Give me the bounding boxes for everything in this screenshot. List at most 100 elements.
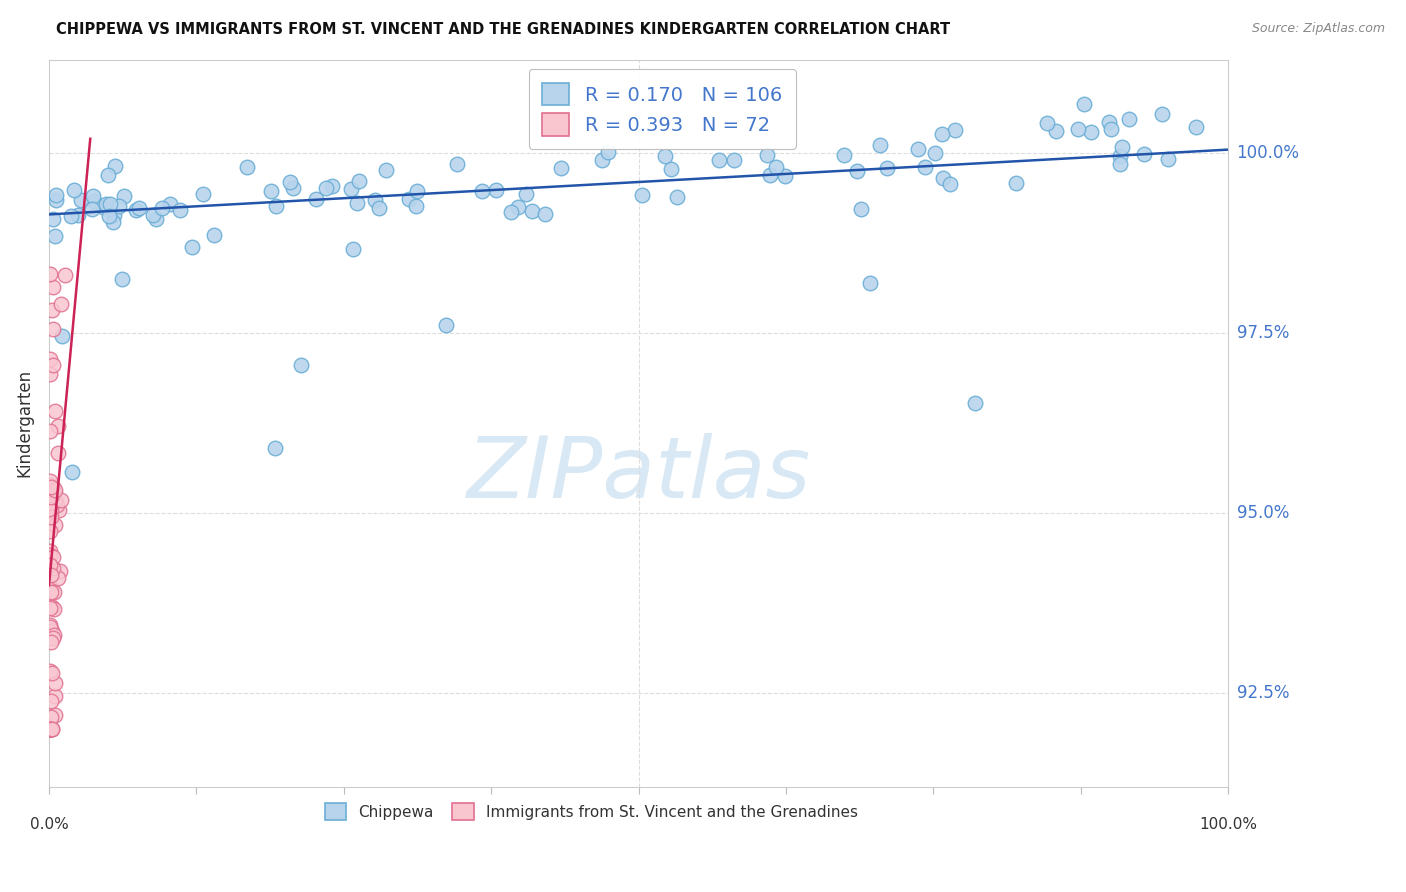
Point bbox=[38, 484, 60, 499]
Point bbox=[756, 148, 779, 162]
Point bbox=[42, 602, 65, 616]
Point bbox=[290, 358, 312, 372]
Point bbox=[39, 665, 62, 679]
Point bbox=[51, 329, 73, 343]
Point bbox=[346, 195, 368, 210]
Point bbox=[931, 127, 953, 141]
Point bbox=[759, 168, 782, 182]
Point bbox=[44, 518, 66, 533]
Point bbox=[39, 474, 62, 488]
Point bbox=[180, 240, 202, 254]
Point bbox=[51, 297, 73, 311]
Point bbox=[869, 137, 891, 152]
Point bbox=[39, 620, 62, 634]
Point bbox=[39, 524, 62, 538]
Point bbox=[659, 161, 682, 176]
Point bbox=[281, 181, 304, 195]
Point bbox=[41, 584, 63, 599]
Point bbox=[367, 201, 389, 215]
Point bbox=[859, 276, 882, 290]
Point bbox=[42, 628, 65, 642]
Point bbox=[38, 601, 60, 615]
Point bbox=[550, 161, 572, 175]
Point bbox=[315, 181, 337, 195]
Point bbox=[932, 170, 955, 185]
Point bbox=[93, 200, 115, 214]
Point bbox=[1157, 153, 1180, 167]
Point bbox=[41, 600, 63, 615]
Point bbox=[42, 585, 65, 599]
Point bbox=[42, 322, 65, 336]
Point bbox=[38, 723, 60, 737]
Point bbox=[39, 617, 62, 632]
Point bbox=[278, 175, 301, 189]
Point bbox=[963, 396, 986, 410]
Point bbox=[1045, 124, 1067, 138]
Point bbox=[128, 201, 150, 215]
Point bbox=[42, 280, 65, 294]
Point bbox=[321, 179, 343, 194]
Point bbox=[67, 208, 90, 222]
Text: 97.5%: 97.5% bbox=[1237, 324, 1289, 343]
Point bbox=[508, 200, 530, 214]
Point bbox=[42, 549, 65, 564]
Point bbox=[42, 480, 65, 494]
Point bbox=[150, 201, 173, 215]
Point bbox=[405, 199, 427, 213]
Point bbox=[39, 543, 62, 558]
Point bbox=[446, 157, 468, 171]
Point bbox=[1185, 120, 1208, 134]
Text: 92.5%: 92.5% bbox=[1237, 684, 1289, 702]
Point bbox=[41, 710, 63, 724]
Point bbox=[111, 272, 134, 286]
Point bbox=[39, 635, 62, 649]
Point bbox=[707, 153, 730, 168]
Point bbox=[44, 675, 66, 690]
Point bbox=[654, 149, 676, 163]
Point bbox=[342, 242, 364, 256]
Point bbox=[1111, 140, 1133, 154]
Point bbox=[340, 182, 363, 196]
Point bbox=[142, 209, 165, 223]
Point bbox=[45, 194, 67, 208]
Point bbox=[159, 197, 181, 211]
Point bbox=[48, 503, 70, 517]
Point bbox=[723, 153, 745, 167]
Point bbox=[264, 442, 287, 456]
Point bbox=[471, 184, 494, 198]
Point bbox=[60, 465, 83, 479]
Point bbox=[44, 708, 66, 723]
Point bbox=[103, 159, 125, 173]
Point bbox=[264, 199, 287, 213]
Point bbox=[39, 510, 62, 524]
Point bbox=[499, 205, 522, 219]
Point bbox=[41, 302, 63, 317]
Point bbox=[907, 142, 929, 156]
Point bbox=[53, 268, 76, 283]
Point bbox=[375, 163, 398, 178]
Point bbox=[1080, 125, 1102, 139]
Point bbox=[39, 694, 62, 708]
Point bbox=[39, 351, 62, 366]
Point bbox=[364, 193, 387, 207]
Point bbox=[41, 561, 63, 575]
Point bbox=[42, 485, 65, 500]
Point bbox=[44, 494, 66, 508]
Point bbox=[38, 723, 60, 737]
Point bbox=[38, 723, 60, 737]
Point bbox=[39, 567, 62, 582]
Point bbox=[44, 690, 66, 704]
Point bbox=[1099, 122, 1122, 136]
Point bbox=[46, 571, 69, 585]
Point bbox=[38, 502, 60, 516]
Point bbox=[39, 564, 62, 578]
Point bbox=[94, 197, 117, 211]
Point bbox=[39, 558, 62, 572]
Point bbox=[851, 202, 873, 216]
Point bbox=[39, 424, 62, 438]
Point bbox=[515, 186, 537, 201]
Point bbox=[1109, 149, 1132, 163]
Point bbox=[38, 477, 60, 491]
Point bbox=[49, 492, 72, 507]
Point bbox=[1118, 112, 1140, 126]
